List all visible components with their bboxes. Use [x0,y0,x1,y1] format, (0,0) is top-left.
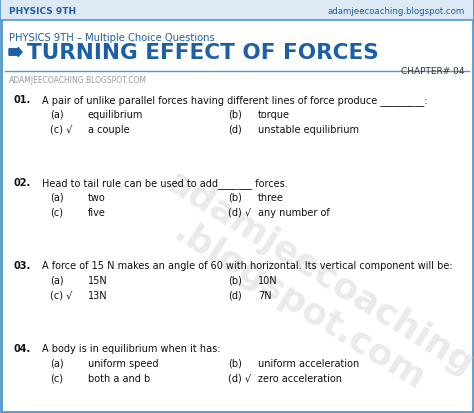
Text: (b): (b) [228,192,242,202]
Text: A body is in equilibrium when it has:: A body is in equilibrium when it has: [42,343,220,353]
Text: (a): (a) [50,192,64,202]
Text: uniform speed: uniform speed [88,358,158,368]
Text: 04.: 04. [14,343,31,353]
FancyArrow shape [9,48,22,57]
Text: zero acceleration: zero acceleration [258,373,342,383]
Text: uniform acceleration: uniform acceleration [258,358,359,368]
Text: 02.: 02. [14,178,31,188]
Text: a couple: a couple [88,125,129,135]
Text: (a): (a) [50,110,64,120]
Text: CHAPTER# 04: CHAPTER# 04 [401,67,465,76]
Text: PHYSICS 9TH – Multiple Choice Questions: PHYSICS 9TH – Multiple Choice Questions [9,33,215,43]
Text: Head to tail rule can be used to add_______ forces.: Head to tail rule can be used to add____… [42,178,288,188]
Bar [1,1,473,21]
Text: five: five [88,207,106,218]
Text: torque: torque [258,110,290,120]
Text: (c): (c) [50,373,63,383]
Text: 15N: 15N [88,275,108,285]
Text: A force of 15 N makes an angle of 60 with horizontal. Its vertical component wil: A force of 15 N makes an angle of 60 wit… [42,260,453,271]
Text: (d) √: (d) √ [228,207,251,218]
Text: ADAMJEECOACHING.BLOGSPOT.COM: ADAMJEECOACHING.BLOGSPOT.COM [9,76,147,85]
Text: three: three [258,192,284,202]
Text: 13N: 13N [88,290,108,300]
Text: (c): (c) [50,207,63,218]
Text: both a and b: both a and b [88,373,150,383]
Text: (c) √: (c) √ [50,290,73,300]
Text: (d) √: (d) √ [228,373,251,383]
Text: adamjeecoaching
.blogspot.com: adamjeecoaching .blogspot.com [140,164,474,413]
Text: 03.: 03. [14,260,31,271]
Text: adamjeecoaching.blogspot.com: adamjeecoaching.blogspot.com [328,7,465,15]
Text: unstable equilibrium: unstable equilibrium [258,125,359,135]
Text: A pair of unlike parallel forces having different lines of force produce _______: A pair of unlike parallel forces having … [42,95,428,106]
Text: (a): (a) [50,358,64,368]
Text: PHYSICS 9TH: PHYSICS 9TH [9,7,76,15]
Text: (a): (a) [50,275,64,285]
Text: (b): (b) [228,110,242,120]
Text: 10N: 10N [258,275,278,285]
Text: (d): (d) [228,125,242,135]
Text: TURNING EFFECT OF FORCES: TURNING EFFECT OF FORCES [27,43,379,63]
Text: (c) √: (c) √ [50,125,73,135]
Text: any number of: any number of [258,207,330,218]
Text: 01.: 01. [14,95,31,105]
Text: (d): (d) [228,290,242,300]
Text: two: two [88,192,106,202]
Text: (b): (b) [228,275,242,285]
Text: equilibrium: equilibrium [88,110,143,120]
Text: (b): (b) [228,358,242,368]
Text: 7N: 7N [258,290,272,300]
